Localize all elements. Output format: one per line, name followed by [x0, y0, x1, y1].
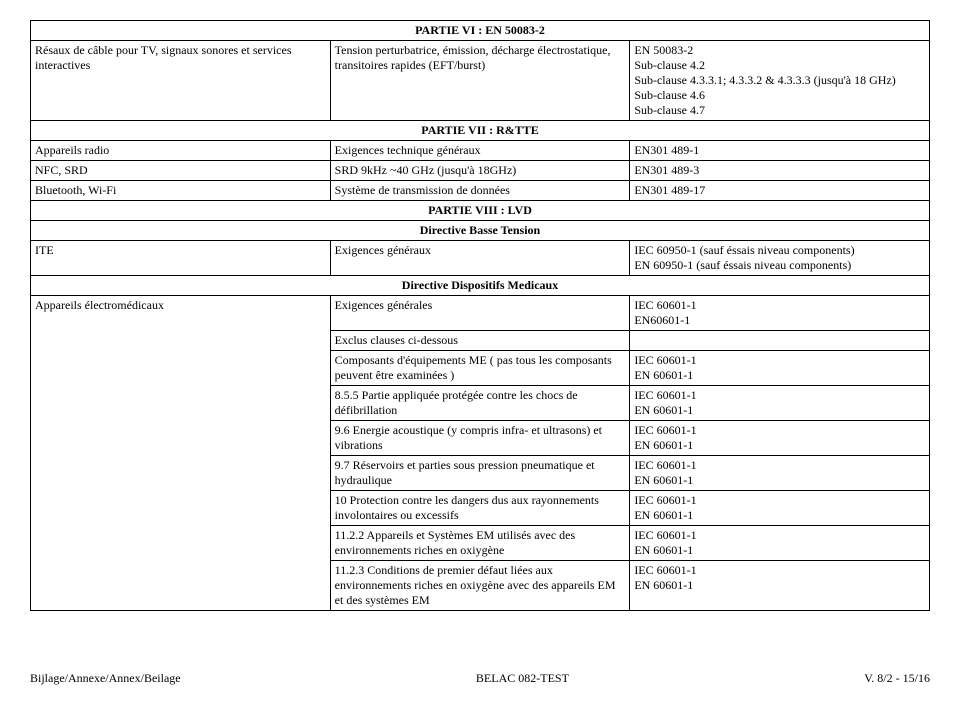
med-r4-c3: IEC 60601-1 EN 60601-1 — [630, 421, 930, 456]
med-r5-c2: 9.7 Réservoirs et parties sous pression … — [330, 456, 630, 491]
s7-r1-c1: NFC, SRD — [31, 161, 331, 181]
med-r5-c3: IEC 60601-1 EN 60601-1 — [630, 456, 930, 491]
s7-r0-c1: Appareils radio — [31, 141, 331, 161]
section8-sub1: Directive Basse Tension — [31, 221, 930, 241]
med-r0-c2: Exigences générales — [330, 296, 630, 331]
footer: Bijlage/Annexe/Annex/Beilage BELAC 082-T… — [30, 671, 930, 686]
footer-right: V. 8/2 - 15/16 — [864, 671, 930, 686]
s6-c1: Résaux de câble pour TV, signaux sonores… — [31, 41, 331, 121]
med-r1-c2: Exclus clauses ci-dessous — [330, 331, 630, 351]
med-r2-c2: Composants d'équipements ME ( pas tous l… — [330, 351, 630, 386]
s8-r1: ITE Exigences généraux IEC 60950-1 (sauf… — [31, 241, 930, 276]
med-r7-c3: IEC 60601-1 EN 60601-1 — [630, 526, 930, 561]
s7-r1-c3: EN301 489-3 — [630, 161, 930, 181]
med-label: Appareils électromédicaux — [31, 296, 331, 611]
s7-r1-c2: SRD 9kHz ~40 GHz (jusqu'à 18GHz) — [330, 161, 630, 181]
section8-header: PARTIE VIII : LVD — [31, 201, 930, 221]
med-r0-c3: IEC 60601-1 EN60601-1 — [630, 296, 930, 331]
s7-r2: Bluetooth, Wi-Fi Système de transmission… — [31, 181, 930, 201]
section6-header: PARTIE VI : EN 50083-2 — [31, 21, 930, 41]
med-r4-c2: 9.6 Energie acoustique (y compris infra-… — [330, 421, 630, 456]
section6-row: Résaux de câble pour TV, signaux sonores… — [31, 41, 930, 121]
med-r1-c3 — [630, 331, 930, 351]
med-r7-c2: 11.2.2 Appareils et Systèmes EM utilisés… — [330, 526, 630, 561]
section7-header: PARTIE VII : R&TTE — [31, 121, 930, 141]
med-r8-c2: 11.2.3 Conditions de premier défaut liée… — [330, 561, 630, 611]
med-r6-c3: IEC 60601-1 EN 60601-1 — [630, 491, 930, 526]
main-table: PARTIE VI : EN 50083-2 Résaux de câble p… — [30, 20, 930, 611]
section8-sub2: Directive Dispositifs Medicaux — [31, 276, 930, 296]
s7-r0-c2: Exigences technique généraux — [330, 141, 630, 161]
s7-r0-c3: EN301 489-1 — [630, 141, 930, 161]
med-r3-c3: IEC 60601-1 EN 60601-1 — [630, 386, 930, 421]
s8-r1-c1: ITE — [31, 241, 331, 276]
footer-left: Bijlage/Annexe/Annex/Beilage — [30, 671, 181, 686]
s7-r2-c3: EN301 489-17 — [630, 181, 930, 201]
s7-r2-c2: Système de transmission de données — [330, 181, 630, 201]
s8-r1-c2: Exigences généraux — [330, 241, 630, 276]
med-r3-c2: 8.5.5 Partie appliquée protégée contre l… — [330, 386, 630, 421]
med-r2-c3: IEC 60601-1 EN 60601-1 — [630, 351, 930, 386]
s7-r1: NFC, SRD SRD 9kHz ~40 GHz (jusqu'à 18GHz… — [31, 161, 930, 181]
s7-r0: Appareils radio Exigences technique géné… — [31, 141, 930, 161]
med-r6-c2: 10 Protection contre les dangers dus aux… — [330, 491, 630, 526]
s7-r2-c1: Bluetooth, Wi-Fi — [31, 181, 331, 201]
s6-c3: EN 50083-2 Sub-clause 4.2 Sub-clause 4.3… — [630, 41, 930, 121]
med-r8-c3: IEC 60601-1 EN 60601-1 — [630, 561, 930, 611]
s8-r1-c3: IEC 60950-1 (sauf éssais niveau componen… — [630, 241, 930, 276]
med-r0: Appareils électromédicaux Exigences géné… — [31, 296, 930, 331]
footer-center: BELAC 082-TEST — [476, 671, 569, 686]
s6-c2: Tension perturbatrice, émission, décharg… — [330, 41, 630, 121]
